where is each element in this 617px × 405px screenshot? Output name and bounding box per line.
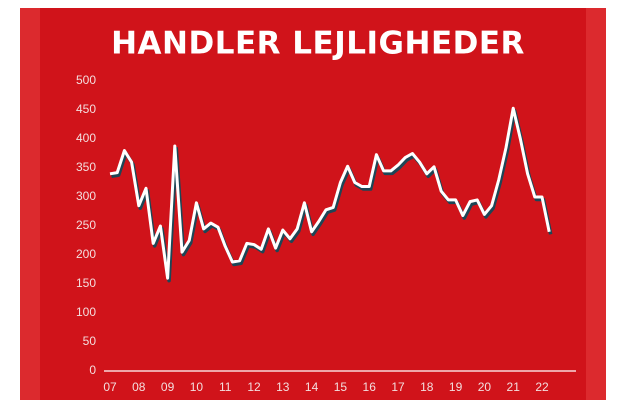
x-tick-label: 08 bbox=[132, 380, 146, 394]
x-tick-label: 07 bbox=[103, 380, 117, 394]
x-tick-label: 17 bbox=[391, 380, 405, 394]
line bbox=[109, 106, 551, 280]
x-tick-label: 21 bbox=[507, 380, 521, 394]
x-tick-label: 10 bbox=[190, 380, 204, 394]
y-tick-label: 300 bbox=[76, 189, 96, 203]
x-tick-label: 19 bbox=[449, 380, 463, 394]
y-tick-label: 500 bbox=[76, 73, 96, 87]
y-tick-label: 50 bbox=[83, 334, 97, 348]
x-tick-label: 15 bbox=[334, 380, 348, 394]
x-tick-label: 09 bbox=[161, 380, 175, 394]
x-tick-label: 13 bbox=[276, 380, 290, 394]
y-tick-label: 400 bbox=[76, 131, 96, 145]
y-tick-label: 350 bbox=[76, 160, 96, 174]
x-tick-label: 11 bbox=[219, 380, 232, 394]
y-tick-label: 0 bbox=[89, 363, 96, 377]
y-tick-label: 200 bbox=[76, 247, 96, 261]
x-tick-label: 18 bbox=[420, 380, 434, 394]
x-tick-label: 14 bbox=[305, 380, 319, 394]
chart-title: HANDLER LEJLIGHEDER bbox=[111, 26, 525, 62]
panel bbox=[40, 8, 586, 400]
x-tick-label: 16 bbox=[363, 380, 377, 394]
x-tick-label: 22 bbox=[535, 380, 549, 394]
x-tick-label: 20 bbox=[478, 380, 492, 394]
y-tick-label: 150 bbox=[76, 276, 96, 290]
y-tick-label: 250 bbox=[76, 218, 96, 232]
x-tick-label: 12 bbox=[247, 380, 261, 394]
y-tick-label: 100 bbox=[76, 305, 96, 319]
y-tick-label: 450 bbox=[76, 102, 96, 116]
